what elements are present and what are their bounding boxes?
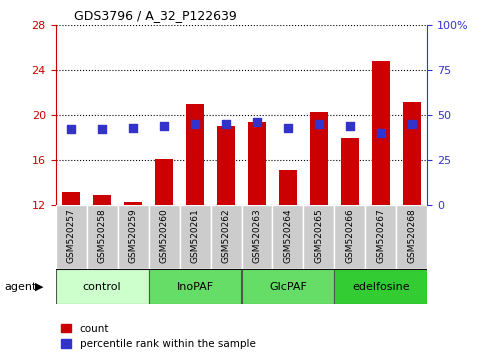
Bar [211,25,242,205]
Bar [117,205,149,269]
Bar [303,25,334,205]
Bar [186,104,204,205]
Bar [366,205,397,269]
Text: control: control [83,282,121,292]
Point [253,119,261,125]
Point [346,123,354,129]
Bar [93,195,112,205]
Bar [366,25,397,205]
Text: GSM520258: GSM520258 [98,209,107,263]
Bar [62,192,80,205]
Bar [149,269,242,304]
Text: GSM520267: GSM520267 [376,209,385,263]
Text: GSM520265: GSM520265 [314,209,324,263]
Bar [180,25,211,205]
Bar [86,25,117,205]
Bar [341,138,359,205]
Text: InoPAF: InoPAF [176,282,213,292]
Point [98,127,106,132]
Bar [397,25,427,205]
Bar [279,170,297,205]
Bar [242,269,334,304]
Bar [272,25,303,205]
Bar [56,25,86,205]
Point [129,125,137,131]
Text: GSM520262: GSM520262 [222,209,230,263]
Bar [86,205,117,269]
Bar [56,269,149,304]
Bar [242,205,272,269]
Bar [124,202,142,205]
Point [191,121,199,127]
Bar [334,269,427,304]
Text: GSM520259: GSM520259 [128,209,138,263]
Legend: count, percentile rank within the sample: count, percentile rank within the sample [61,324,256,349]
Point [284,125,292,131]
Point [67,127,75,132]
Text: edelfosine: edelfosine [352,282,410,292]
Text: GSM520260: GSM520260 [159,209,169,263]
Bar [248,122,266,205]
Bar [303,205,334,269]
Bar [149,205,180,269]
Text: GSM520266: GSM520266 [345,209,355,263]
Bar [242,25,272,205]
Bar [56,205,86,269]
Text: GlcPAF: GlcPAF [269,282,307,292]
Point [160,123,168,129]
Bar [211,205,242,269]
Bar [372,61,390,205]
Bar [334,205,366,269]
Bar [334,25,366,205]
Bar [155,159,173,205]
Bar [403,102,421,205]
Bar [180,205,211,269]
Point [408,121,416,127]
Bar [117,25,149,205]
Point [222,121,230,127]
Bar [149,25,180,205]
Text: GDS3796 / A_32_P122639: GDS3796 / A_32_P122639 [74,9,237,22]
Point [315,121,323,127]
Text: GSM520261: GSM520261 [190,209,199,263]
Point [377,130,385,136]
Text: GSM520268: GSM520268 [408,209,416,263]
Text: GSM520257: GSM520257 [67,209,75,263]
Text: ▶: ▶ [35,282,43,292]
Text: agent: agent [5,282,37,292]
Bar [397,205,427,269]
Text: GSM520264: GSM520264 [284,209,293,263]
Bar [272,205,303,269]
Bar [310,112,328,205]
Bar [217,126,235,205]
Text: GSM520263: GSM520263 [253,209,261,263]
